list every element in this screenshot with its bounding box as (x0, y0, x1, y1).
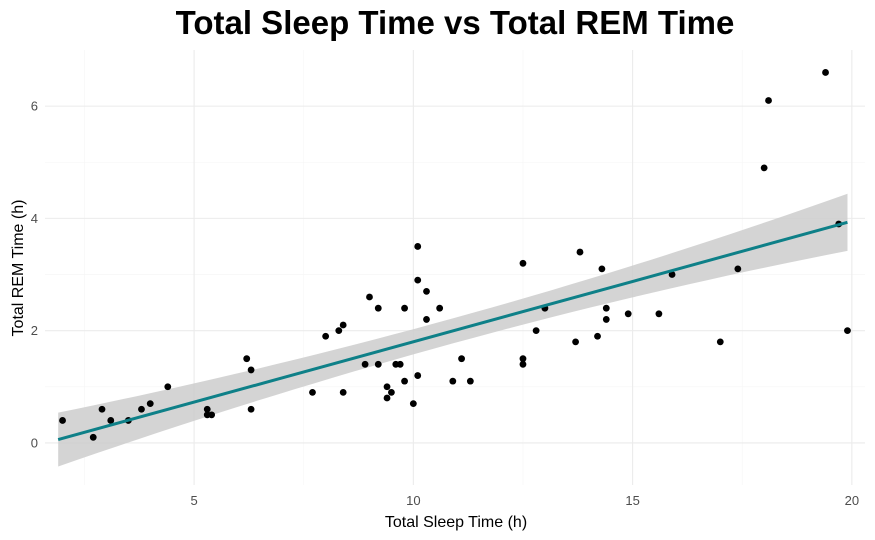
data-point (532, 327, 540, 335)
data-point (396, 360, 404, 368)
data-point (449, 377, 457, 385)
chart-title: Total Sleep Time vs Total REM Time (176, 4, 735, 41)
data-point (602, 304, 610, 312)
data-point (309, 388, 316, 396)
data-point (322, 332, 330, 340)
data-point (594, 332, 601, 340)
data-point (598, 265, 606, 273)
data-point (243, 355, 251, 363)
data-point (208, 411, 216, 419)
trend-line (57, 220, 848, 441)
data-point (164, 383, 172, 391)
x-tick-labels: 5 10 15 20 (190, 493, 859, 508)
x-tick-label: 20 (845, 493, 859, 508)
x-tick-label: 5 (190, 493, 197, 508)
data-point (519, 360, 527, 368)
data-point (844, 327, 851, 335)
y-tick-label: 6 (31, 99, 38, 114)
data-point (765, 97, 772, 104)
data-point (89, 433, 97, 441)
data-point (383, 394, 391, 402)
x-tick-label: 10 (406, 493, 420, 508)
x-axis-title: Total Sleep Time (h) (385, 514, 527, 531)
data-point (335, 327, 343, 335)
y-tick-label: 0 (31, 435, 38, 450)
data-point (436, 304, 444, 312)
data-point (146, 400, 154, 408)
data-point (98, 405, 106, 413)
y-tick-label: 4 (31, 211, 38, 226)
data-point (414, 276, 422, 284)
data-point (107, 417, 115, 424)
data-point (59, 417, 66, 424)
data-point (138, 405, 145, 413)
data-point (361, 360, 369, 368)
data-point (624, 310, 632, 318)
data-point (572, 338, 579, 346)
data-point (374, 360, 382, 368)
data-point (668, 271, 676, 278)
data-point (409, 400, 417, 408)
y-axis-title: Total REM Time (h) (10, 200, 27, 337)
data-point (374, 304, 382, 312)
data-point (458, 355, 465, 363)
data-point (414, 243, 422, 250)
data-point (339, 321, 347, 329)
trend-line-group (57, 220, 848, 441)
data-point (339, 388, 347, 396)
data-point (576, 248, 584, 256)
y-tick-label: 2 (31, 323, 38, 338)
data-point (822, 69, 829, 76)
data-point (423, 316, 430, 323)
data-point (423, 287, 430, 295)
data-point (602, 316, 610, 323)
data-point (519, 259, 527, 267)
data-point (466, 377, 474, 385)
data-point (247, 405, 255, 413)
data-point (401, 304, 408, 312)
data-point (519, 355, 527, 363)
data-point (414, 372, 422, 379)
data-point (383, 383, 391, 391)
x-tick-label: 15 (625, 493, 639, 508)
data-point (366, 293, 373, 301)
data-point (734, 265, 742, 273)
data-point (716, 338, 724, 346)
data-point (760, 164, 768, 172)
y-tick-labels: 0 2 4 6 (31, 99, 38, 451)
data-point (401, 377, 408, 385)
data-point (655, 310, 663, 318)
data-point (388, 388, 395, 396)
data-point (247, 366, 255, 374)
data-point (203, 405, 211, 413)
